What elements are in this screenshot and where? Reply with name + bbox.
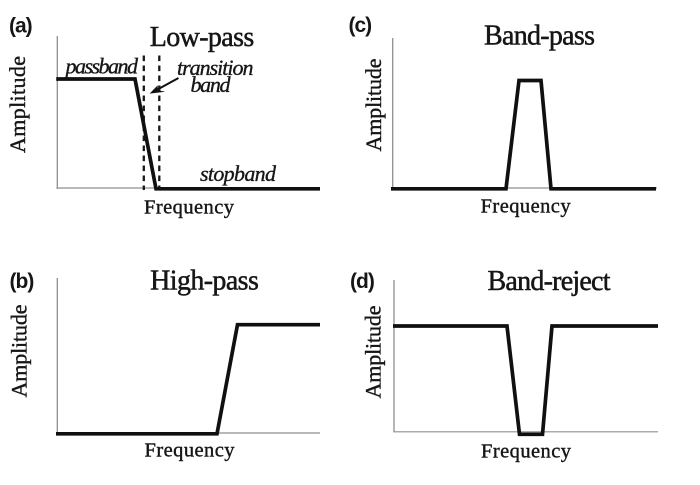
svg-text:Low-pass: Low-pass: [150, 22, 255, 53]
svg-text:Amplitude: Amplitude: [7, 305, 32, 398]
svg-text:Frequency: Frequency: [144, 197, 235, 219]
svg-text:stopband: stopband: [200, 161, 277, 186]
svg-text:Band-pass: Band-pass: [484, 21, 595, 52]
svg-text:(c): (c): [349, 14, 372, 37]
svg-text:Amplitude: Amplitude: [361, 59, 386, 152]
svg-text:(b): (b): [10, 270, 34, 293]
svg-text:Amplitude: Amplitude: [5, 56, 30, 153]
svg-text:Frequency: Frequency: [481, 196, 572, 218]
svg-text:transition: transition: [177, 55, 254, 80]
svg-text:passband: passband: [64, 54, 140, 79]
svg-text:(a): (a): [9, 15, 32, 38]
svg-text:Band-reject: Band-reject: [488, 266, 611, 297]
svg-text:Amplitude: Amplitude: [361, 306, 386, 399]
svg-text:band: band: [191, 72, 232, 97]
svg-text:Frequency: Frequency: [481, 441, 572, 463]
svg-text:High-pass: High-pass: [150, 266, 259, 297]
svg-text:Frequency: Frequency: [145, 440, 236, 462]
svg-text:(d): (d): [350, 270, 374, 293]
